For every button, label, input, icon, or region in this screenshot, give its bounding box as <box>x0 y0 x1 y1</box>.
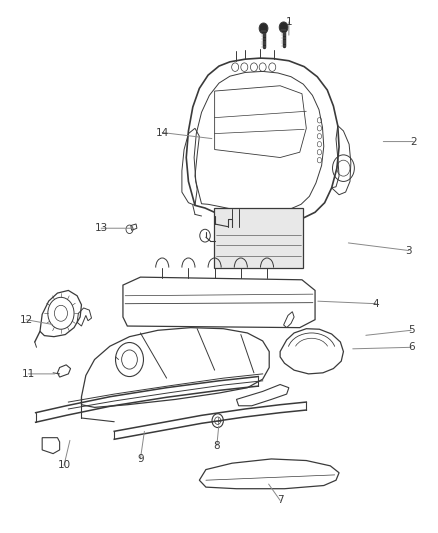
Text: 11: 11 <box>21 369 35 379</box>
Circle shape <box>259 23 268 34</box>
Text: 13: 13 <box>95 223 108 233</box>
Text: 4: 4 <box>373 298 379 309</box>
Text: 9: 9 <box>137 454 144 464</box>
Text: 6: 6 <box>408 342 414 352</box>
FancyBboxPatch shape <box>214 208 303 268</box>
Text: 1: 1 <box>286 17 292 27</box>
Text: 14: 14 <box>155 127 169 138</box>
Text: 3: 3 <box>406 246 412 255</box>
Text: 5: 5 <box>408 325 414 335</box>
Text: 12: 12 <box>19 314 33 325</box>
Text: 8: 8 <box>213 441 220 451</box>
Circle shape <box>279 22 288 33</box>
Text: 10: 10 <box>57 461 71 470</box>
Text: 2: 2 <box>410 136 417 147</box>
Text: 7: 7 <box>277 495 283 505</box>
